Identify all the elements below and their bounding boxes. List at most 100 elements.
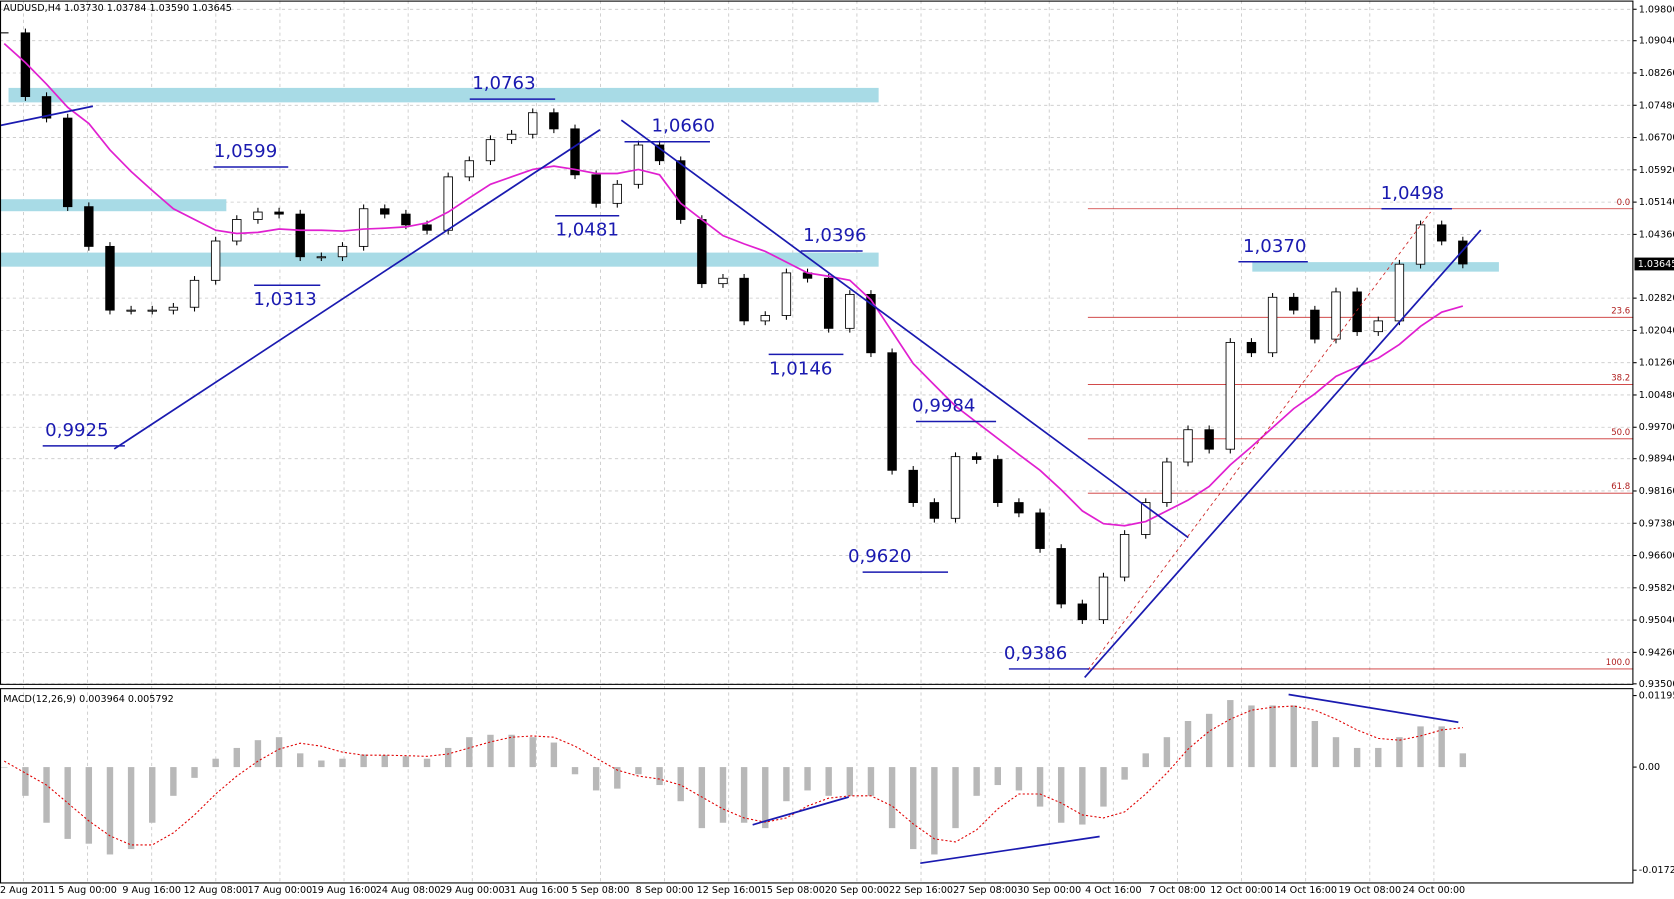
candle xyxy=(62,117,73,208)
level-label: 1,0660 xyxy=(652,116,715,137)
x-tick-label: 29 Aug 00:00 xyxy=(440,885,505,896)
zone xyxy=(0,252,879,267)
candle xyxy=(591,174,601,204)
candle xyxy=(485,139,496,162)
x-tick-label: 30 Sep 00:00 xyxy=(1017,885,1081,896)
candle xyxy=(168,306,179,311)
candle xyxy=(1331,291,1341,340)
candle xyxy=(739,277,749,322)
trend-lines xyxy=(0,105,1482,865)
price-frame xyxy=(0,0,1634,685)
macd-bar xyxy=(402,756,410,768)
macd-bar xyxy=(656,767,663,786)
y-tick-label: 1.06700 xyxy=(1639,133,1674,144)
candle xyxy=(1394,263,1405,322)
y-tick-label: -0.01723 xyxy=(1639,865,1674,876)
macd-bar xyxy=(1121,767,1128,780)
macd-bar xyxy=(677,767,684,802)
candle xyxy=(1098,576,1109,621)
y-tick-label: 1.05920 xyxy=(1639,165,1674,176)
macd-bar xyxy=(592,767,600,791)
x-tick-label: 27 Sep 08:00 xyxy=(953,885,1017,896)
candle xyxy=(549,112,559,130)
macd-bar xyxy=(1227,700,1234,768)
candle xyxy=(41,96,52,119)
macd-bar xyxy=(1290,705,1297,768)
macd-bar xyxy=(1248,705,1255,768)
x-tick-label: 19 Oct 08:00 xyxy=(1339,885,1402,896)
macd-bar xyxy=(233,747,240,768)
macd-bar xyxy=(1311,721,1319,768)
macd-bar xyxy=(444,747,452,768)
macd-bar xyxy=(1417,726,1424,768)
fib-label: 0.0 xyxy=(1617,198,1631,208)
y-tick-label: 1.05140 xyxy=(1639,197,1674,208)
level-label: 1,0313 xyxy=(253,289,316,310)
macd-signal xyxy=(4,705,1463,846)
x-tick-label: 17 Aug 00:00 xyxy=(248,885,313,896)
candle xyxy=(506,133,517,141)
macd-bar xyxy=(1100,767,1107,807)
x-tick-label: 20 Sep 00:00 xyxy=(825,885,889,896)
macd-bar xyxy=(466,737,473,768)
level-label: 1,0763 xyxy=(472,73,535,94)
candle xyxy=(401,213,411,226)
macd-bar xyxy=(1353,747,1361,768)
x-tick-label: 12 Oct 00:00 xyxy=(1210,885,1273,896)
grid-layer xyxy=(0,0,1634,883)
macd-bar xyxy=(888,767,896,829)
candle xyxy=(422,224,432,231)
x-tick-label: 15 Sep 08:00 xyxy=(761,885,825,896)
candle xyxy=(316,256,327,259)
macd-bar xyxy=(1205,713,1213,768)
chart-title: AUDUSD,H4 1.03730 1.03784 1.03590 1.0364… xyxy=(3,3,232,14)
macd-bar xyxy=(1015,767,1023,791)
macd-bar xyxy=(1375,747,1382,768)
zone xyxy=(0,199,227,212)
candle xyxy=(20,32,31,98)
candle xyxy=(1310,309,1320,340)
macd-bar xyxy=(1057,767,1065,823)
level-label: 0,9620 xyxy=(848,546,911,567)
candle xyxy=(464,160,475,178)
macd-bar xyxy=(740,767,748,823)
macd-bar xyxy=(867,767,875,796)
current-price-label: 1.03645 xyxy=(1638,259,1674,270)
macd-bar xyxy=(423,758,431,768)
macd-bar xyxy=(381,755,388,768)
y-tick-label: 0.93500 xyxy=(1639,679,1674,690)
x-tick-label: 5 Sep 08:00 xyxy=(572,885,630,896)
candle xyxy=(528,112,538,135)
candle xyxy=(1415,224,1426,265)
candle xyxy=(1267,296,1278,354)
x-tick-label: 9 Aug 16:00 xyxy=(122,885,181,896)
candle xyxy=(1077,603,1088,621)
trend-line xyxy=(1288,693,1459,724)
x-tick-label: 24 Oct 00:00 xyxy=(1403,885,1466,896)
level-label: 1,0481 xyxy=(555,220,618,241)
moving-average xyxy=(3,42,1464,527)
level-label: 1,0599 xyxy=(214,141,277,162)
macd-bar xyxy=(127,767,135,850)
level-label: 1,0396 xyxy=(803,225,866,246)
y-tick-label: 1.09800 xyxy=(1639,4,1674,15)
candle xyxy=(760,315,770,322)
macd-bar xyxy=(1079,767,1086,825)
candle xyxy=(147,309,157,312)
x-tick-label: 24 Aug 08:00 xyxy=(376,885,441,896)
level-label: 0,9386 xyxy=(1004,643,1067,664)
candle xyxy=(380,208,390,215)
candle xyxy=(1352,291,1362,333)
fib-trend-line xyxy=(1087,211,1431,671)
macd-bar xyxy=(1184,721,1192,768)
y-tick-label: 1.09040 xyxy=(1639,36,1674,47)
macd-bar xyxy=(191,767,198,778)
candle xyxy=(1289,296,1299,311)
